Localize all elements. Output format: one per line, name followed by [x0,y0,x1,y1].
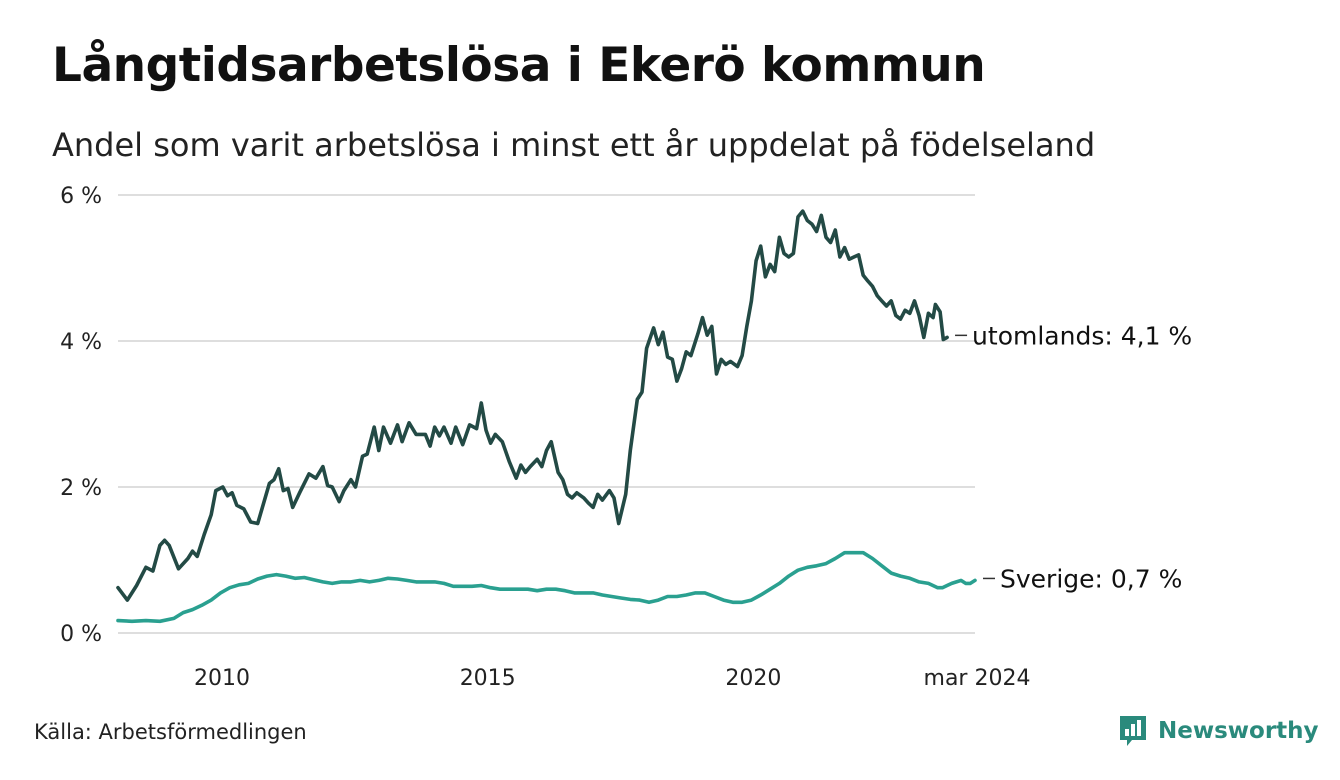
chart-subtitle: Andel som varit arbetslösa i minst ett å… [52,126,1096,164]
brand-logo: Newsworthy [1118,714,1319,748]
x-tick-label: mar 2024 [924,666,1031,691]
newsworthy-logo-icon [1120,716,1146,746]
series-line-utomlands [116,209,949,602]
y-tick-label: 6 % [60,184,102,209]
y-tick-label: 0 % [60,622,102,647]
brand-name: Newsworthy [1158,718,1319,744]
y-tick-label: 4 % [60,330,102,355]
end-label-utomlands: utomlands: 4,1 % [972,321,1192,350]
chart-title: Långtidsarbetslösa i Ekerö kommun [52,38,986,93]
x-tick-label: 2020 [725,666,781,691]
source-note: Källa: Arbetsförmedlingen [34,720,307,744]
y-tick-label: 2 % [60,476,102,501]
end-label-sverige: Sverige: 0,7 % [1000,564,1182,593]
x-tick-label: 2010 [194,666,250,691]
x-tick-label: 2015 [460,666,516,691]
series-line-sverige [116,550,977,624]
